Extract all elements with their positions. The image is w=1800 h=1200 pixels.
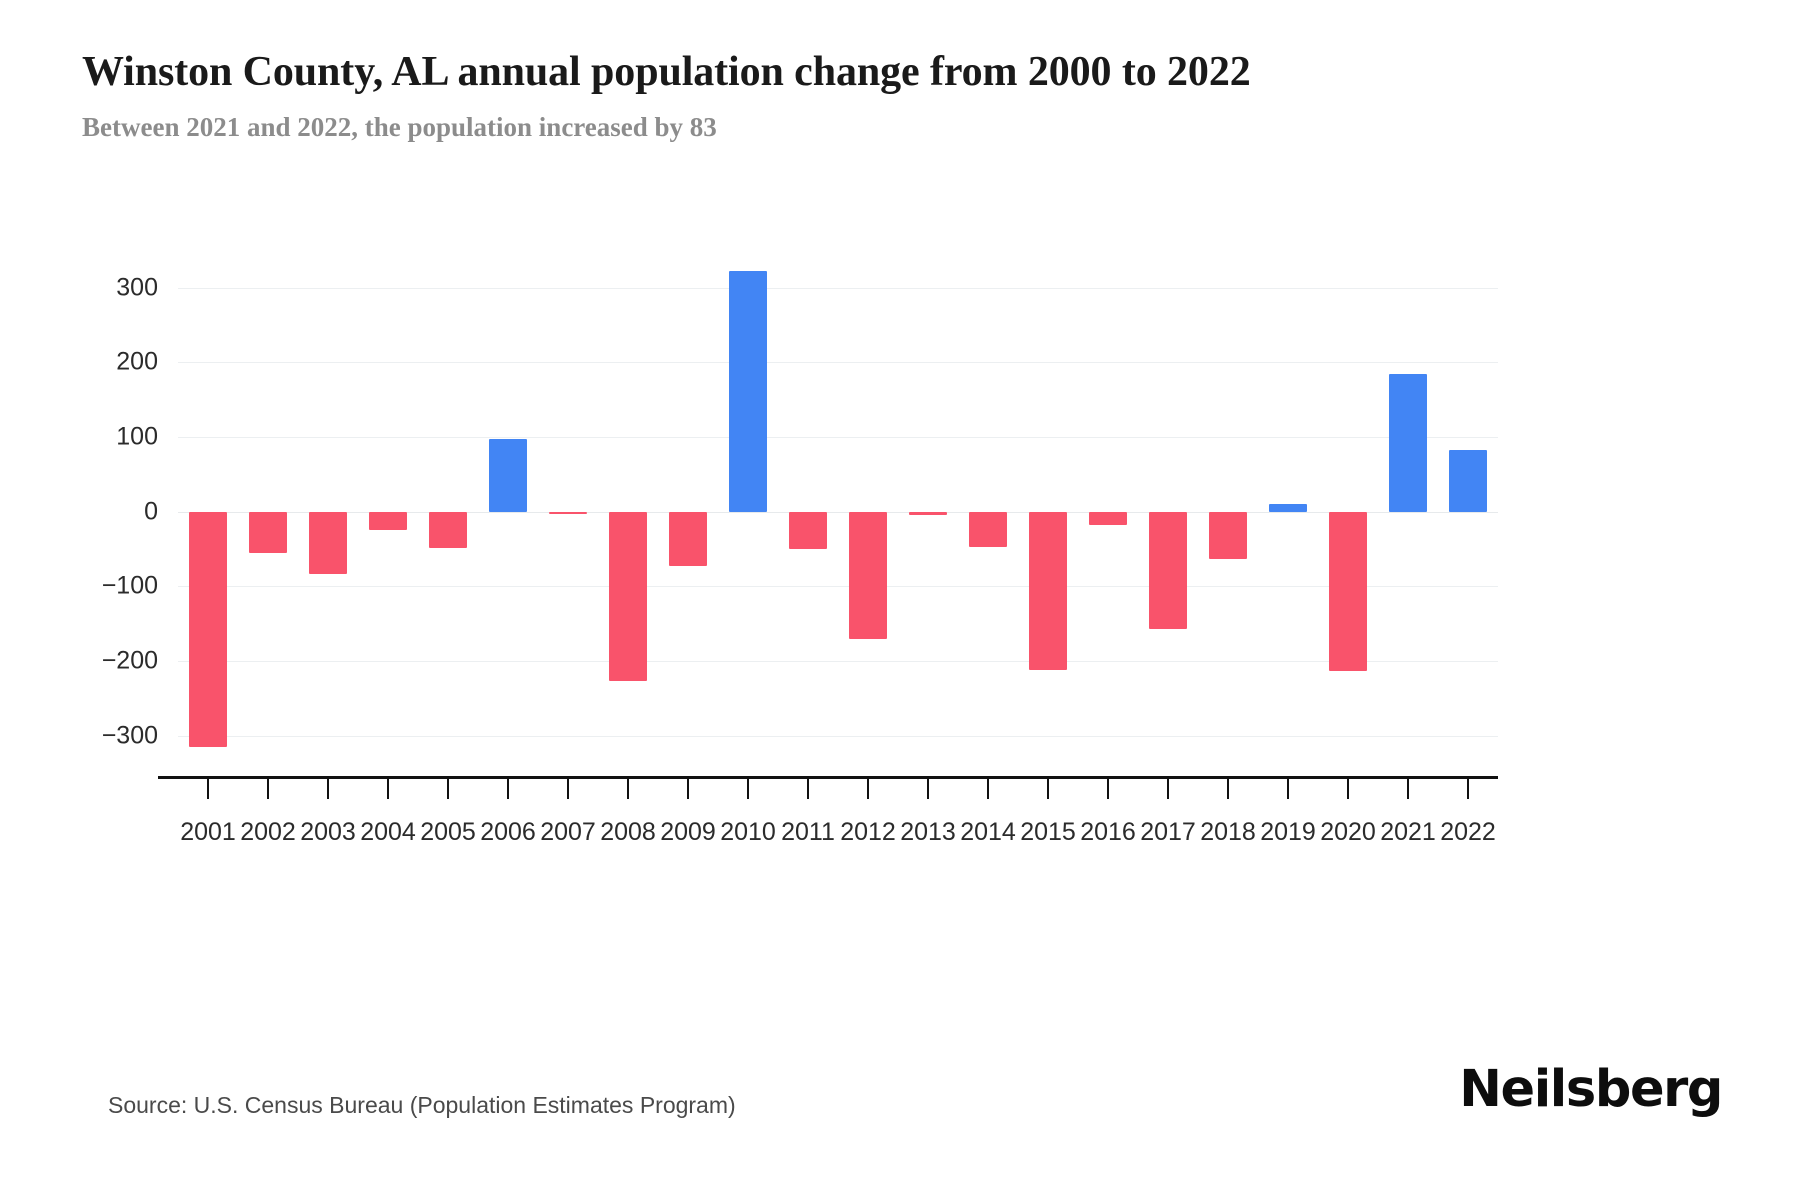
x-tick-2014 xyxy=(987,776,989,799)
x-tick-label-2018: 2018 xyxy=(1200,818,1256,846)
x-tick-label-2006: 2006 xyxy=(480,818,536,846)
x-tick-2007 xyxy=(567,776,569,799)
y-tick-label: 200 xyxy=(116,347,158,376)
x-tick-2019 xyxy=(1287,776,1289,799)
bar-2016[interactable] xyxy=(1089,511,1127,526)
x-tick-2020 xyxy=(1347,776,1349,799)
x-tick-label-2010: 2010 xyxy=(720,818,776,846)
x-tick-label-2002: 2002 xyxy=(240,818,296,846)
x-tick-label-2014: 2014 xyxy=(960,818,1016,846)
chart-header: Winston County, AL annual population cha… xyxy=(82,48,1722,143)
gridline--300 xyxy=(178,735,1498,737)
bar-2001[interactable] xyxy=(189,511,227,747)
x-tick-2006 xyxy=(507,776,509,799)
x-tick-2009 xyxy=(687,776,689,799)
x-tick-label-2022: 2022 xyxy=(1440,818,1496,846)
bar-2004[interactable] xyxy=(369,511,407,531)
x-tick-2002 xyxy=(267,776,269,799)
x-tick-label-2007: 2007 xyxy=(540,818,596,846)
gridline--100 xyxy=(178,586,1498,588)
x-tick-2012 xyxy=(867,776,869,799)
gridline--200 xyxy=(178,660,1498,662)
bar-2020[interactable] xyxy=(1329,511,1367,671)
bar-2005[interactable] xyxy=(429,511,467,548)
bar-2010[interactable] xyxy=(729,271,767,512)
bar-2017[interactable] xyxy=(1149,511,1187,629)
y-tick-label: −100 xyxy=(101,571,158,600)
y-tick-label: 300 xyxy=(116,273,158,302)
x-tick-2022 xyxy=(1467,776,1469,799)
y-tick-label: 0 xyxy=(144,497,158,526)
x-tick-label-2005: 2005 xyxy=(420,818,476,846)
x-tick-2011 xyxy=(807,776,809,799)
x-tick-label-2012: 2012 xyxy=(840,818,896,846)
x-tick-label-2011: 2011 xyxy=(781,818,835,846)
x-tick-label-2015: 2015 xyxy=(1020,818,1076,846)
bar-2021[interactable] xyxy=(1389,373,1427,512)
x-tick-2008 xyxy=(627,776,629,799)
x-tick-2005 xyxy=(447,776,449,799)
gridline-200 xyxy=(178,362,1498,364)
x-tick-label-2021: 2021 xyxy=(1380,818,1436,846)
x-tick-2004 xyxy=(387,776,389,799)
x-tick-2018 xyxy=(1227,776,1229,799)
x-tick-2010 xyxy=(747,776,749,799)
x-tick-2001 xyxy=(207,776,209,799)
bar-2007[interactable] xyxy=(549,511,587,514)
x-tick-label-2020: 2020 xyxy=(1320,818,1376,846)
bar-2015[interactable] xyxy=(1029,511,1067,670)
gridline-100 xyxy=(178,437,1498,439)
x-tick-label-2009: 2009 xyxy=(660,818,716,846)
x-tick-2021 xyxy=(1407,776,1409,799)
bar-2022[interactable] xyxy=(1449,449,1487,512)
bar-2013[interactable] xyxy=(909,511,947,515)
chart-subtitle: Between 2021 and 2022, the population in… xyxy=(82,112,717,142)
y-tick-label: −300 xyxy=(101,721,158,750)
x-tick-2003 xyxy=(327,776,329,799)
bar-2003[interactable] xyxy=(309,511,347,574)
x-tick-2017 xyxy=(1167,776,1169,799)
gridline-0 xyxy=(178,511,1498,513)
y-tick-label: 100 xyxy=(116,422,158,451)
bar-2002[interactable] xyxy=(249,511,287,553)
x-tick-label-2013: 2013 xyxy=(900,818,956,846)
x-axis-line xyxy=(158,776,1498,779)
y-axis-labels: 300 200 100 0 −100 −200 −300 xyxy=(90,258,158,758)
y-tick-label: −200 xyxy=(101,646,158,675)
bar-2009[interactable] xyxy=(669,511,707,567)
plot-area xyxy=(178,258,1498,758)
x-tick-label-2001: 2001 xyxy=(180,818,236,846)
gridline-300 xyxy=(178,287,1498,289)
source-note: Source: U.S. Census Bureau (Population E… xyxy=(108,1092,736,1118)
bar-2018[interactable] xyxy=(1209,511,1247,559)
x-tick-label-2019: 2019 xyxy=(1260,818,1316,846)
x-tick-label-2016: 2016 xyxy=(1080,818,1136,846)
x-tick-label-2008: 2008 xyxy=(600,818,656,846)
brand-logo: Neilsberg xyxy=(1459,1060,1723,1119)
bar-2011[interactable] xyxy=(789,511,827,550)
bar-2014[interactable] xyxy=(969,511,1007,547)
x-tick-2016 xyxy=(1107,776,1109,799)
x-tick-2013 xyxy=(927,776,929,799)
page-title: Winston County, AL annual population cha… xyxy=(82,49,1251,95)
x-tick-label-2017: 2017 xyxy=(1140,818,1196,846)
bar-2006[interactable] xyxy=(489,439,527,512)
x-tick-2015 xyxy=(1047,776,1049,799)
bar-2008[interactable] xyxy=(609,511,647,682)
bar-2019[interactable] xyxy=(1269,504,1307,512)
x-tick-label-2003: 2003 xyxy=(300,818,356,846)
x-tick-label-2004: 2004 xyxy=(360,818,416,846)
bar-2012[interactable] xyxy=(849,511,887,639)
